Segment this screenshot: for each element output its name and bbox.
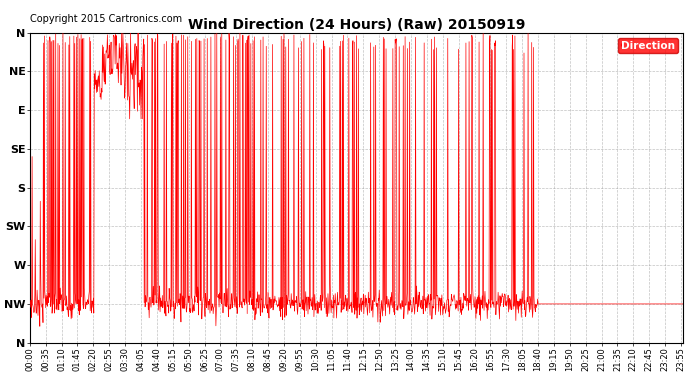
Legend: Direction: Direction: [618, 38, 678, 53]
Title: Wind Direction (24 Hours) (Raw) 20150919: Wind Direction (24 Hours) (Raw) 20150919: [188, 18, 525, 32]
Text: Copyright 2015 Cartronics.com: Copyright 2015 Cartronics.com: [30, 14, 182, 24]
